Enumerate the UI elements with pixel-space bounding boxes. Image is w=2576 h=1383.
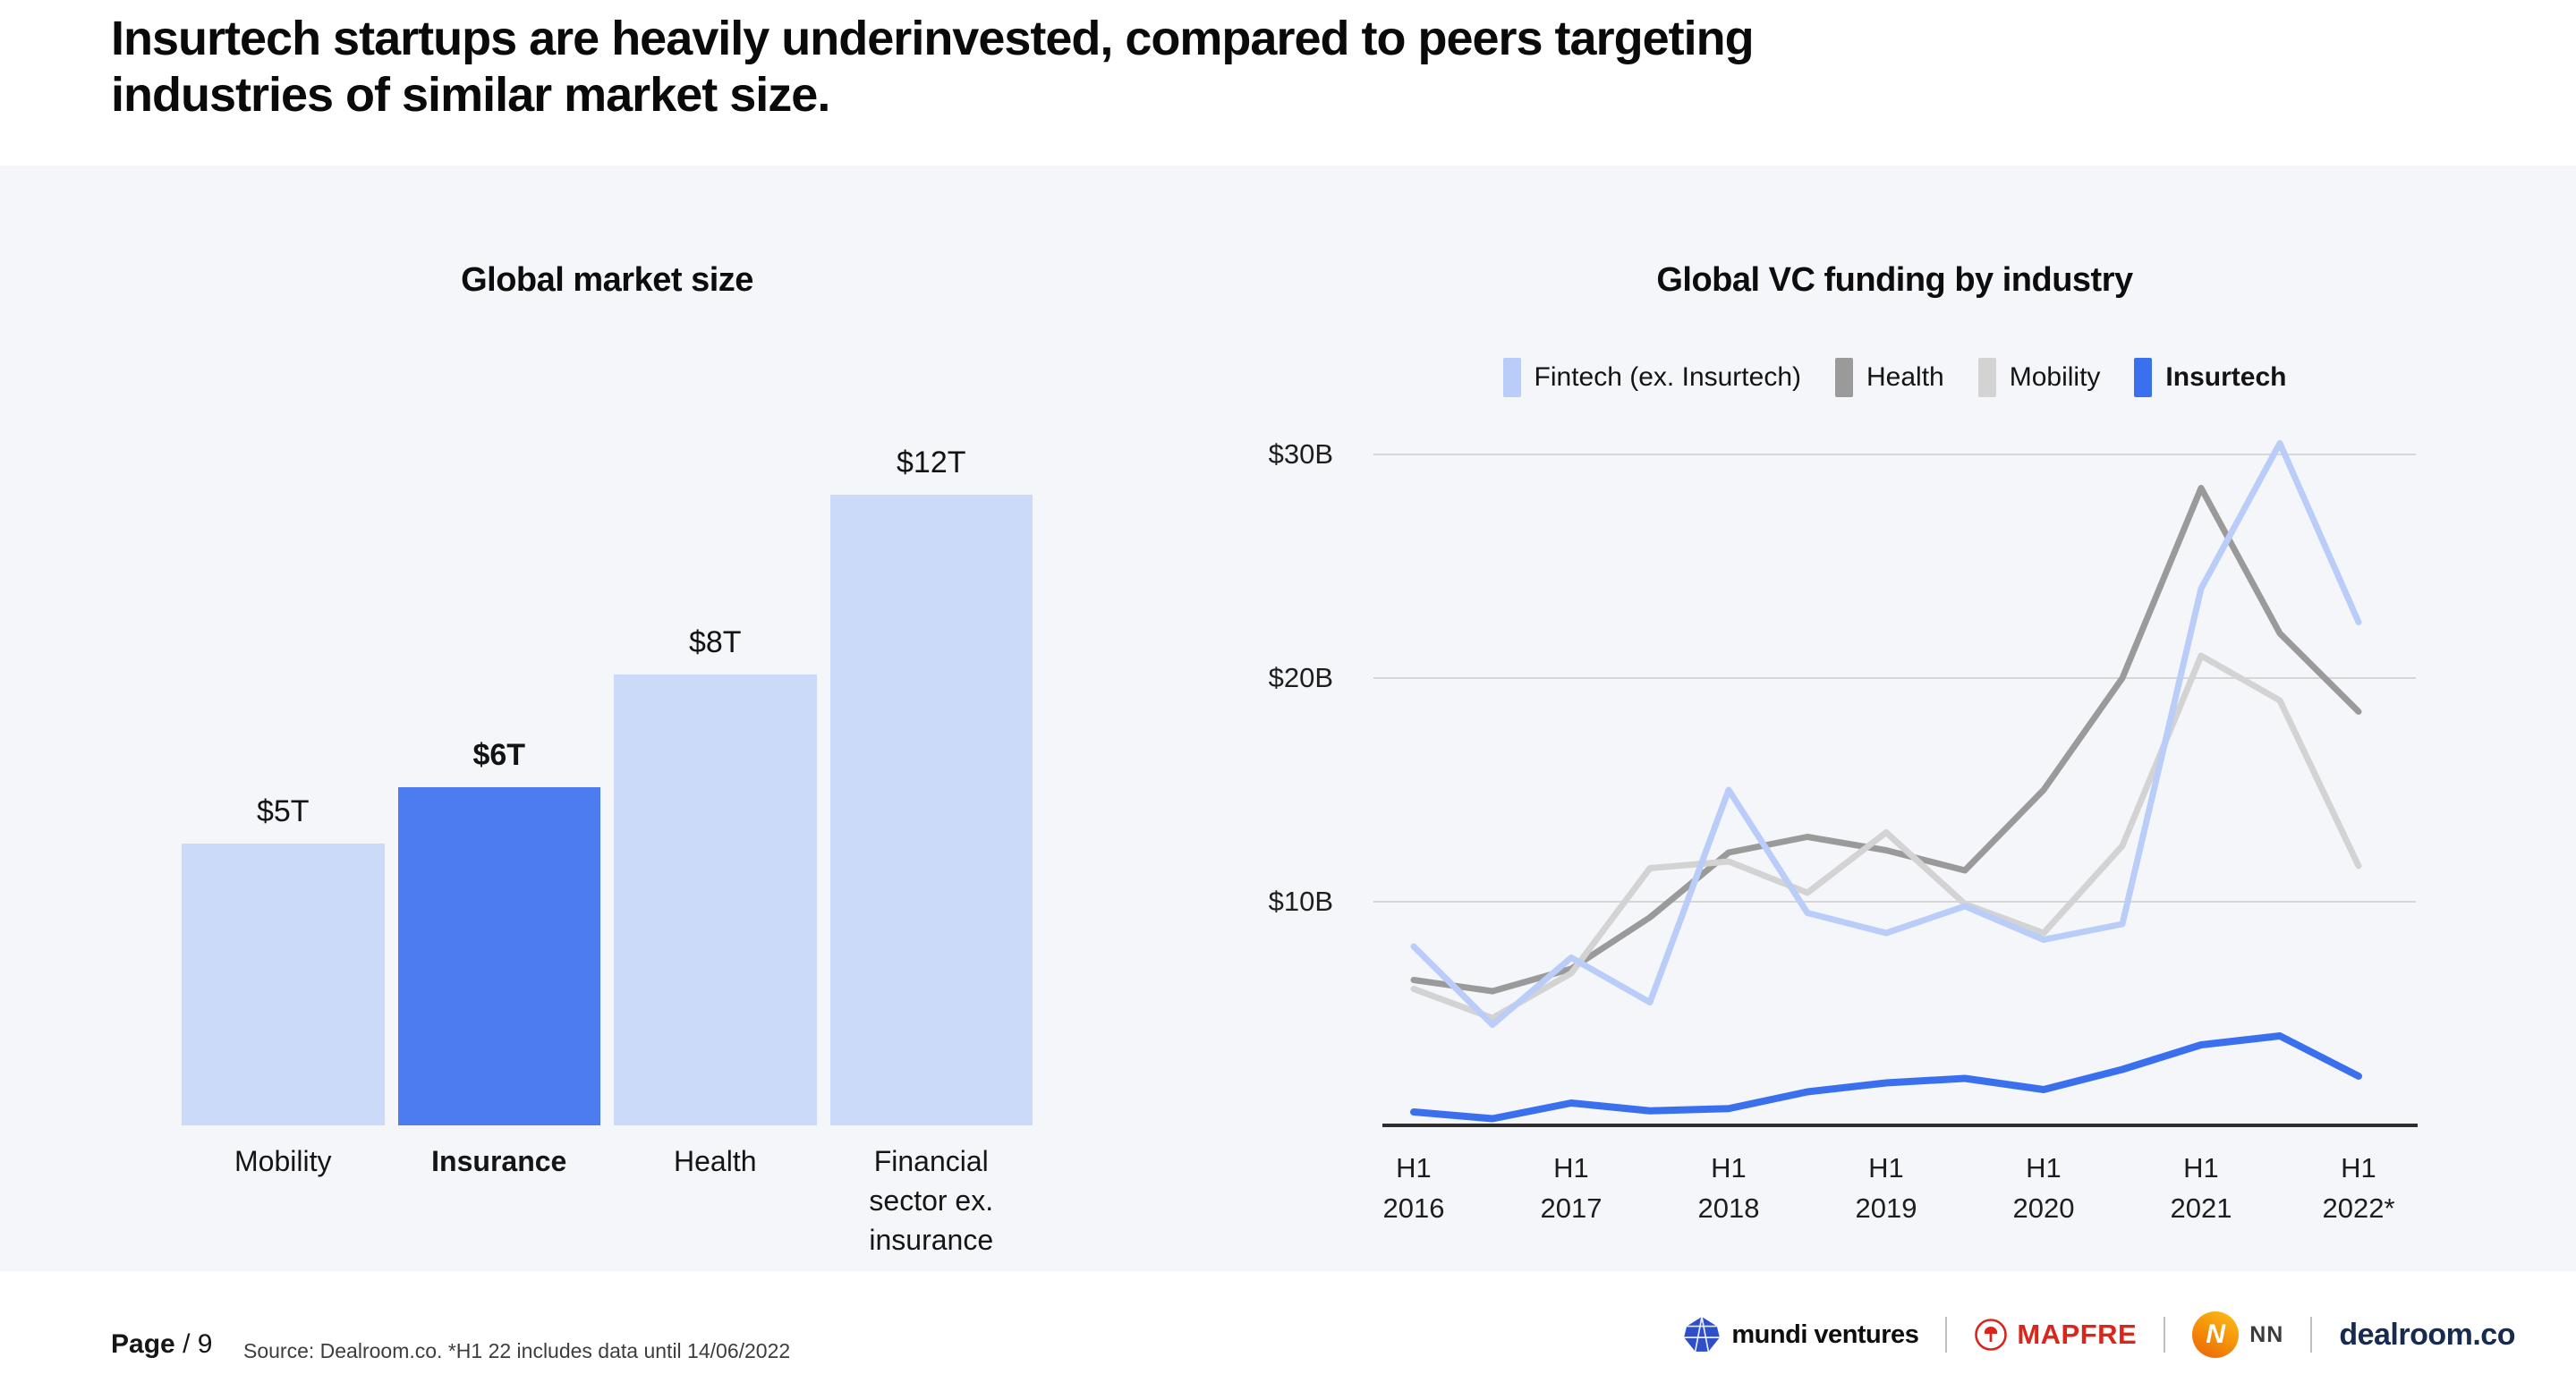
series-line-fintech-ex-insurtech (1410, 440, 2362, 1028)
bar-category-text: Financial sector ex. insurance (869, 1145, 994, 1256)
x-axis-label-h1-2021: H1 2021 (2121, 1148, 2282, 1228)
bar-value-label: $6T (472, 738, 526, 772)
legend-item-insurtech: Insurtech (2134, 358, 2286, 397)
x-axis-label-year: 2016 (1382, 1192, 1445, 1224)
partner-logos: mundi ventures MAPFRE N NN dealroom.co (1683, 1299, 2515, 1370)
legend-label: Mobility (2009, 362, 2101, 392)
bar-chart-category-labels: Mobility Insurance Health Financial sector … (182, 1141, 1033, 1260)
series-line-insurtech (1410, 1032, 2362, 1123)
x-axis-label-h1-2017: H1 2017 (1491, 1148, 1652, 1228)
bar-column-health: $8T (614, 445, 817, 1125)
dealroom-logo: dealroom.co (2339, 1317, 2515, 1352)
bar-mobility (182, 844, 385, 1125)
nn-logo: N NN (2192, 1311, 2283, 1358)
x-axis-label-half: H1 (2026, 1152, 2062, 1184)
legend-item-mobility: Mobility (1977, 358, 2101, 397)
y-axis-label-30b: $30B (1268, 438, 1333, 470)
legend-item-fintech-ex-insurtech: Fintech (ex. Insurtech) (1502, 358, 1801, 397)
x-axis-label-h1-2016: H1 2016 (1333, 1148, 1494, 1228)
source-note: Source: Dealroom.co. *H1 22 includes dat… (243, 1339, 791, 1362)
line-chart-title: Global VC funding by industry (1656, 261, 2133, 299)
mapfre-emblem-icon (1975, 1319, 2008, 1351)
logo-divider (2310, 1317, 2313, 1353)
series-line-mobility (1410, 652, 2362, 1022)
bar-category-text: Insurance (431, 1145, 567, 1177)
x-axis-label-h1-2019: H1 2019 (1806, 1148, 1967, 1228)
nn-label: NN (2249, 1321, 2284, 1347)
legend-swatch-health (1835, 358, 1853, 397)
x-axis-label-year: 2018 (1697, 1192, 1760, 1224)
bar-chart: $5T $6T $8T $12T (182, 445, 1033, 1125)
legend-label: Fintech (ex. Insurtech) (1534, 362, 1801, 392)
x-axis-label-year: 2021 (2170, 1192, 2232, 1224)
legend-swatch-mobility (1977, 358, 1996, 397)
bar-chart-title: Global market size (461, 261, 753, 299)
x-axis-label-year: 2022* (2322, 1192, 2395, 1224)
x-axis-label-half: H1 (2341, 1152, 2376, 1184)
bar-financial-sector-ex-insurance (829, 495, 1033, 1125)
x-axis-label-year: 2017 (1540, 1192, 1603, 1224)
x-axis-label-year: 2019 (1855, 1192, 1917, 1224)
logo-divider (2164, 1317, 2166, 1353)
legend-swatch-fintech-ex-insurtech (1502, 358, 1521, 397)
bar-category-label: Insurance (398, 1141, 601, 1260)
page-number: Page / 9 (111, 1329, 212, 1360)
legend-label: Insurtech (2165, 362, 2287, 392)
bar-value-label: $8T (688, 625, 742, 659)
page-number-value: / 9 (183, 1329, 213, 1359)
legend-label: Health (1866, 362, 1944, 392)
bar-column-insurance: $6T (397, 445, 600, 1125)
x-axis-label-h1-2018: H1 2018 (1648, 1148, 1809, 1228)
bar-value-label: $12T (897, 445, 966, 479)
logo-divider (1945, 1317, 1948, 1353)
x-axis-label-year: 2020 (2012, 1192, 2075, 1224)
bar-column-mobility: $5T (182, 445, 385, 1125)
x-axis-label-h1-2020: H1 2020 (1963, 1148, 2124, 1228)
x-axis-label-half: H1 (1396, 1152, 1432, 1184)
mapfre-label: MAPFRE (2017, 1319, 2138, 1350)
nn-monogram-icon: N (2192, 1311, 2240, 1358)
y-axis-label-10b: $10B (1268, 886, 1333, 917)
x-axis-label-half: H1 (1553, 1152, 1589, 1184)
x-axis-label-half: H1 (1711, 1152, 1747, 1184)
y-axis-label-20b: $20B (1268, 662, 1333, 693)
bar-value-label: $5T (256, 794, 310, 828)
mapfre-logo: MAPFRE (1974, 1318, 2137, 1352)
page-title: Insurtech startups are heavily underinve… (111, 11, 1755, 123)
bar-column-financial-sector-ex-insurance: $12T (829, 445, 1033, 1125)
mundi-ventures-label: mundi ventures (1731, 1319, 1919, 1349)
bar-category-text: Health (674, 1145, 757, 1177)
legend-swatch-insurtech (2134, 358, 2153, 397)
page-number-label: Page (111, 1329, 175, 1359)
bar-category-label: Financial sector ex. insurance (830, 1141, 1033, 1260)
bar-health (614, 675, 817, 1125)
bar-category-label: Mobility (182, 1141, 385, 1260)
page-title-line-1: Insurtech startups are heavily underinve… (111, 12, 1755, 65)
bar-insurance (397, 787, 600, 1125)
bar-category-text: Mobility (234, 1145, 332, 1177)
bar-category-label: Health (614, 1141, 817, 1260)
x-axis-label-h1-2022: H1 2022* (2278, 1148, 2439, 1228)
mundi-ventures-logo: mundi ventures (1683, 1316, 1919, 1353)
legend-item-health: Health (1835, 358, 1944, 397)
page-title-line-2: industries of similar market size. (111, 68, 830, 122)
line-chart (1373, 440, 2418, 1127)
x-axis-label-half: H1 (2183, 1152, 2219, 1184)
x-axis-label-half: H1 (1868, 1152, 1904, 1184)
line-chart-legend: Fintech (ex. Insurtech) Health Mobility Ins… (1373, 356, 2416, 399)
mundi-gem-icon (1684, 1316, 1721, 1353)
